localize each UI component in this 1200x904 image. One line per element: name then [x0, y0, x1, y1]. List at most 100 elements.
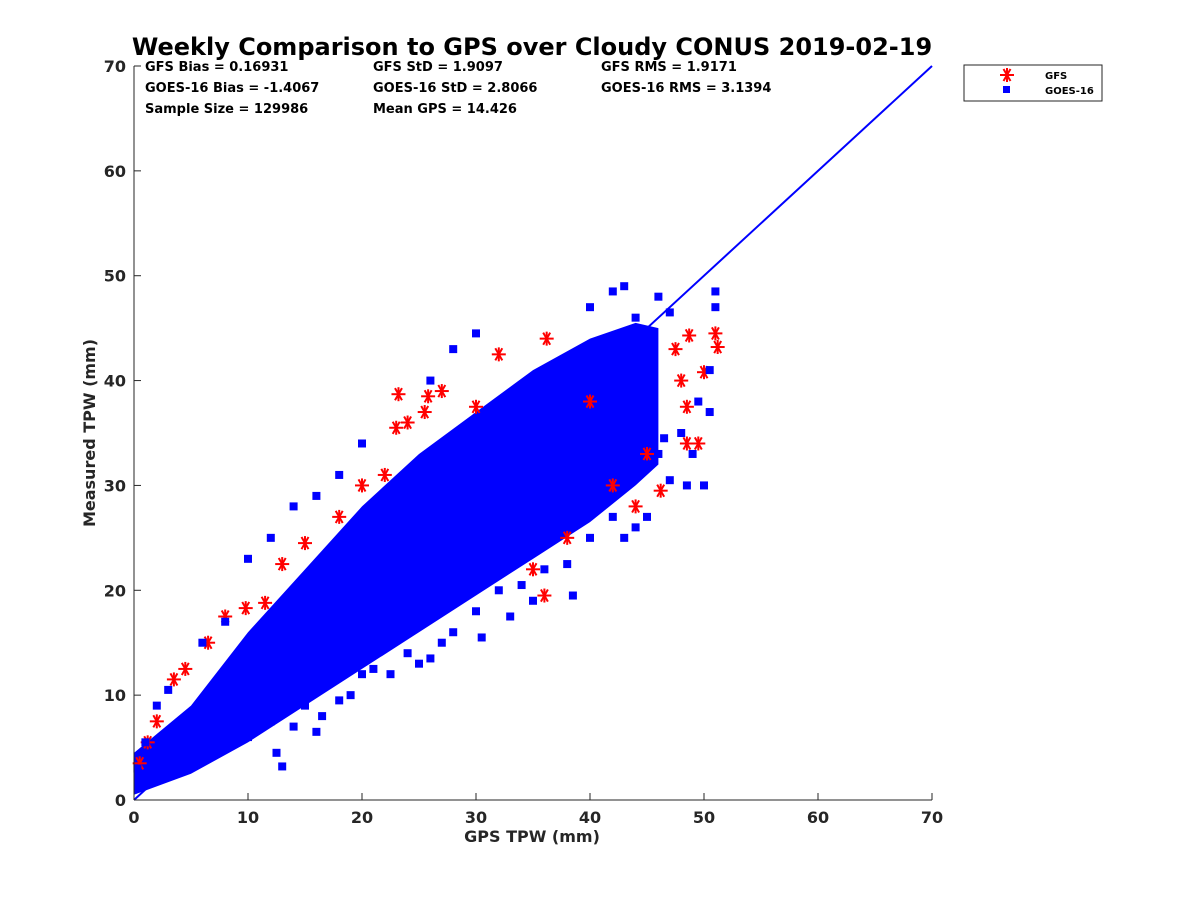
goes16-point — [301, 701, 309, 710]
goes16-point — [660, 434, 669, 443]
goes16-point — [705, 408, 714, 417]
gfs-point — [539, 331, 554, 346]
goes16-point — [358, 670, 366, 679]
gfs-point — [469, 399, 483, 414]
gfs-point — [674, 373, 689, 388]
goes16-point — [688, 449, 697, 458]
gfs-point — [605, 478, 620, 493]
gfs-point — [275, 557, 290, 572]
y-ticks: 0 10 20 30 40 50 60 70 — [104, 57, 141, 810]
goes16-point — [358, 439, 366, 448]
goes16-point — [506, 612, 515, 621]
goes16-point — [631, 523, 640, 532]
gfs-point — [628, 499, 643, 514]
x-tick-label: 10 — [237, 808, 259, 827]
y-tick-label: 20 — [104, 581, 126, 600]
gfs-point — [434, 384, 449, 399]
gfs-point — [417, 405, 432, 420]
gfs-point — [377, 467, 392, 482]
goes16-point — [244, 554, 252, 563]
x-ticks: 0 10 20 30 40 50 60 70 — [128, 793, 943, 827]
y-axis-label: Measured TPW (mm) — [80, 339, 99, 527]
stat-gfs-std: GFS StD = 1.9097 — [373, 60, 503, 75]
gfs-point — [537, 588, 552, 603]
goes16-point — [620, 533, 629, 542]
y-tick-label: 10 — [104, 686, 126, 705]
gfs-point — [526, 562, 540, 577]
gfs-point — [166, 672, 181, 687]
goes16-point — [665, 308, 674, 317]
stat-sample-size: Sample Size = 129986 — [145, 102, 308, 117]
goes16-point — [568, 591, 577, 600]
goes16-point — [540, 565, 549, 574]
goes16-point — [694, 397, 703, 406]
goes16-point — [289, 502, 298, 511]
goes16-point — [449, 345, 458, 354]
goes16-point — [620, 282, 629, 291]
goes16-point — [335, 470, 344, 479]
goes16-point — [472, 329, 480, 338]
x-tick-label: 50 — [693, 808, 715, 827]
goes16-point — [289, 722, 298, 731]
x-tick-label: 30 — [465, 808, 487, 827]
gfs-point — [640, 446, 654, 461]
goes16-point — [152, 701, 161, 710]
y-tick-label: 60 — [104, 162, 126, 181]
goes16-point — [711, 303, 720, 312]
goes16-point — [141, 738, 150, 747]
goes16-point — [266, 717, 275, 726]
legend-goes16-marker — [1003, 86, 1010, 93]
y-tick-label: 0 — [115, 791, 126, 810]
legend-goes16-label: GOES-16 — [1045, 86, 1094, 97]
x-tick-label: 60 — [807, 808, 829, 827]
goes16-point — [266, 533, 275, 542]
goes16-point — [369, 664, 378, 673]
goes16-point — [415, 659, 423, 668]
goes16-point — [494, 586, 503, 595]
goes16-point — [677, 429, 686, 437]
x-tick-label: 70 — [921, 808, 943, 827]
gfs-point — [355, 478, 369, 493]
goes16-point — [665, 476, 674, 485]
legend-gfs-label: GFS — [1045, 71, 1067, 82]
goes16-point — [437, 638, 446, 647]
gfs-point — [389, 420, 404, 435]
gfs-point — [560, 530, 575, 545]
x-axis-label: GPS TPW (mm) — [464, 827, 600, 846]
goes16-point — [643, 512, 651, 521]
goes16-point — [221, 617, 230, 626]
legend-box — [963, 64, 1103, 102]
goes16-point — [312, 727, 321, 736]
stat-goes-bias: GOES-16 Bias = -1.4067 — [145, 81, 319, 96]
stat-goes-std: GOES-16 StD = 2.8066 — [373, 81, 537, 96]
x-tick-label: 20 — [351, 808, 373, 827]
goes16-point — [586, 533, 594, 542]
stat-gfs-bias: GFS Bias = 0.16931 — [145, 60, 288, 75]
gfs-point — [178, 661, 193, 676]
y-tick-label: 70 — [104, 57, 126, 76]
goes16-point — [164, 685, 173, 694]
goes16-point — [335, 696, 344, 705]
x-tick-label: 0 — [128, 808, 139, 827]
gfs-point — [421, 389, 436, 404]
goes16-point — [272, 748, 281, 757]
gfs-point — [149, 714, 164, 729]
gfs-point — [708, 326, 723, 341]
one-to-one-line — [133, 65, 933, 801]
goes16-point — [586, 303, 594, 312]
stat-mean-gps: Mean GPS = 14.426 — [373, 102, 517, 117]
gfs-point — [238, 601, 253, 616]
y-tick-label: 40 — [104, 372, 126, 391]
gfs-point — [691, 436, 706, 451]
goes16-point — [608, 512, 617, 521]
goes16-point — [711, 287, 720, 296]
goes16-point — [563, 560, 572, 569]
goes16-point — [249, 727, 258, 736]
goes16-point — [654, 292, 663, 301]
goes16-point — [278, 762, 287, 771]
gfs-series — [132, 326, 725, 771]
goes16-point — [643, 460, 651, 469]
gfs-point — [391, 387, 406, 402]
gfs-point — [679, 399, 694, 414]
